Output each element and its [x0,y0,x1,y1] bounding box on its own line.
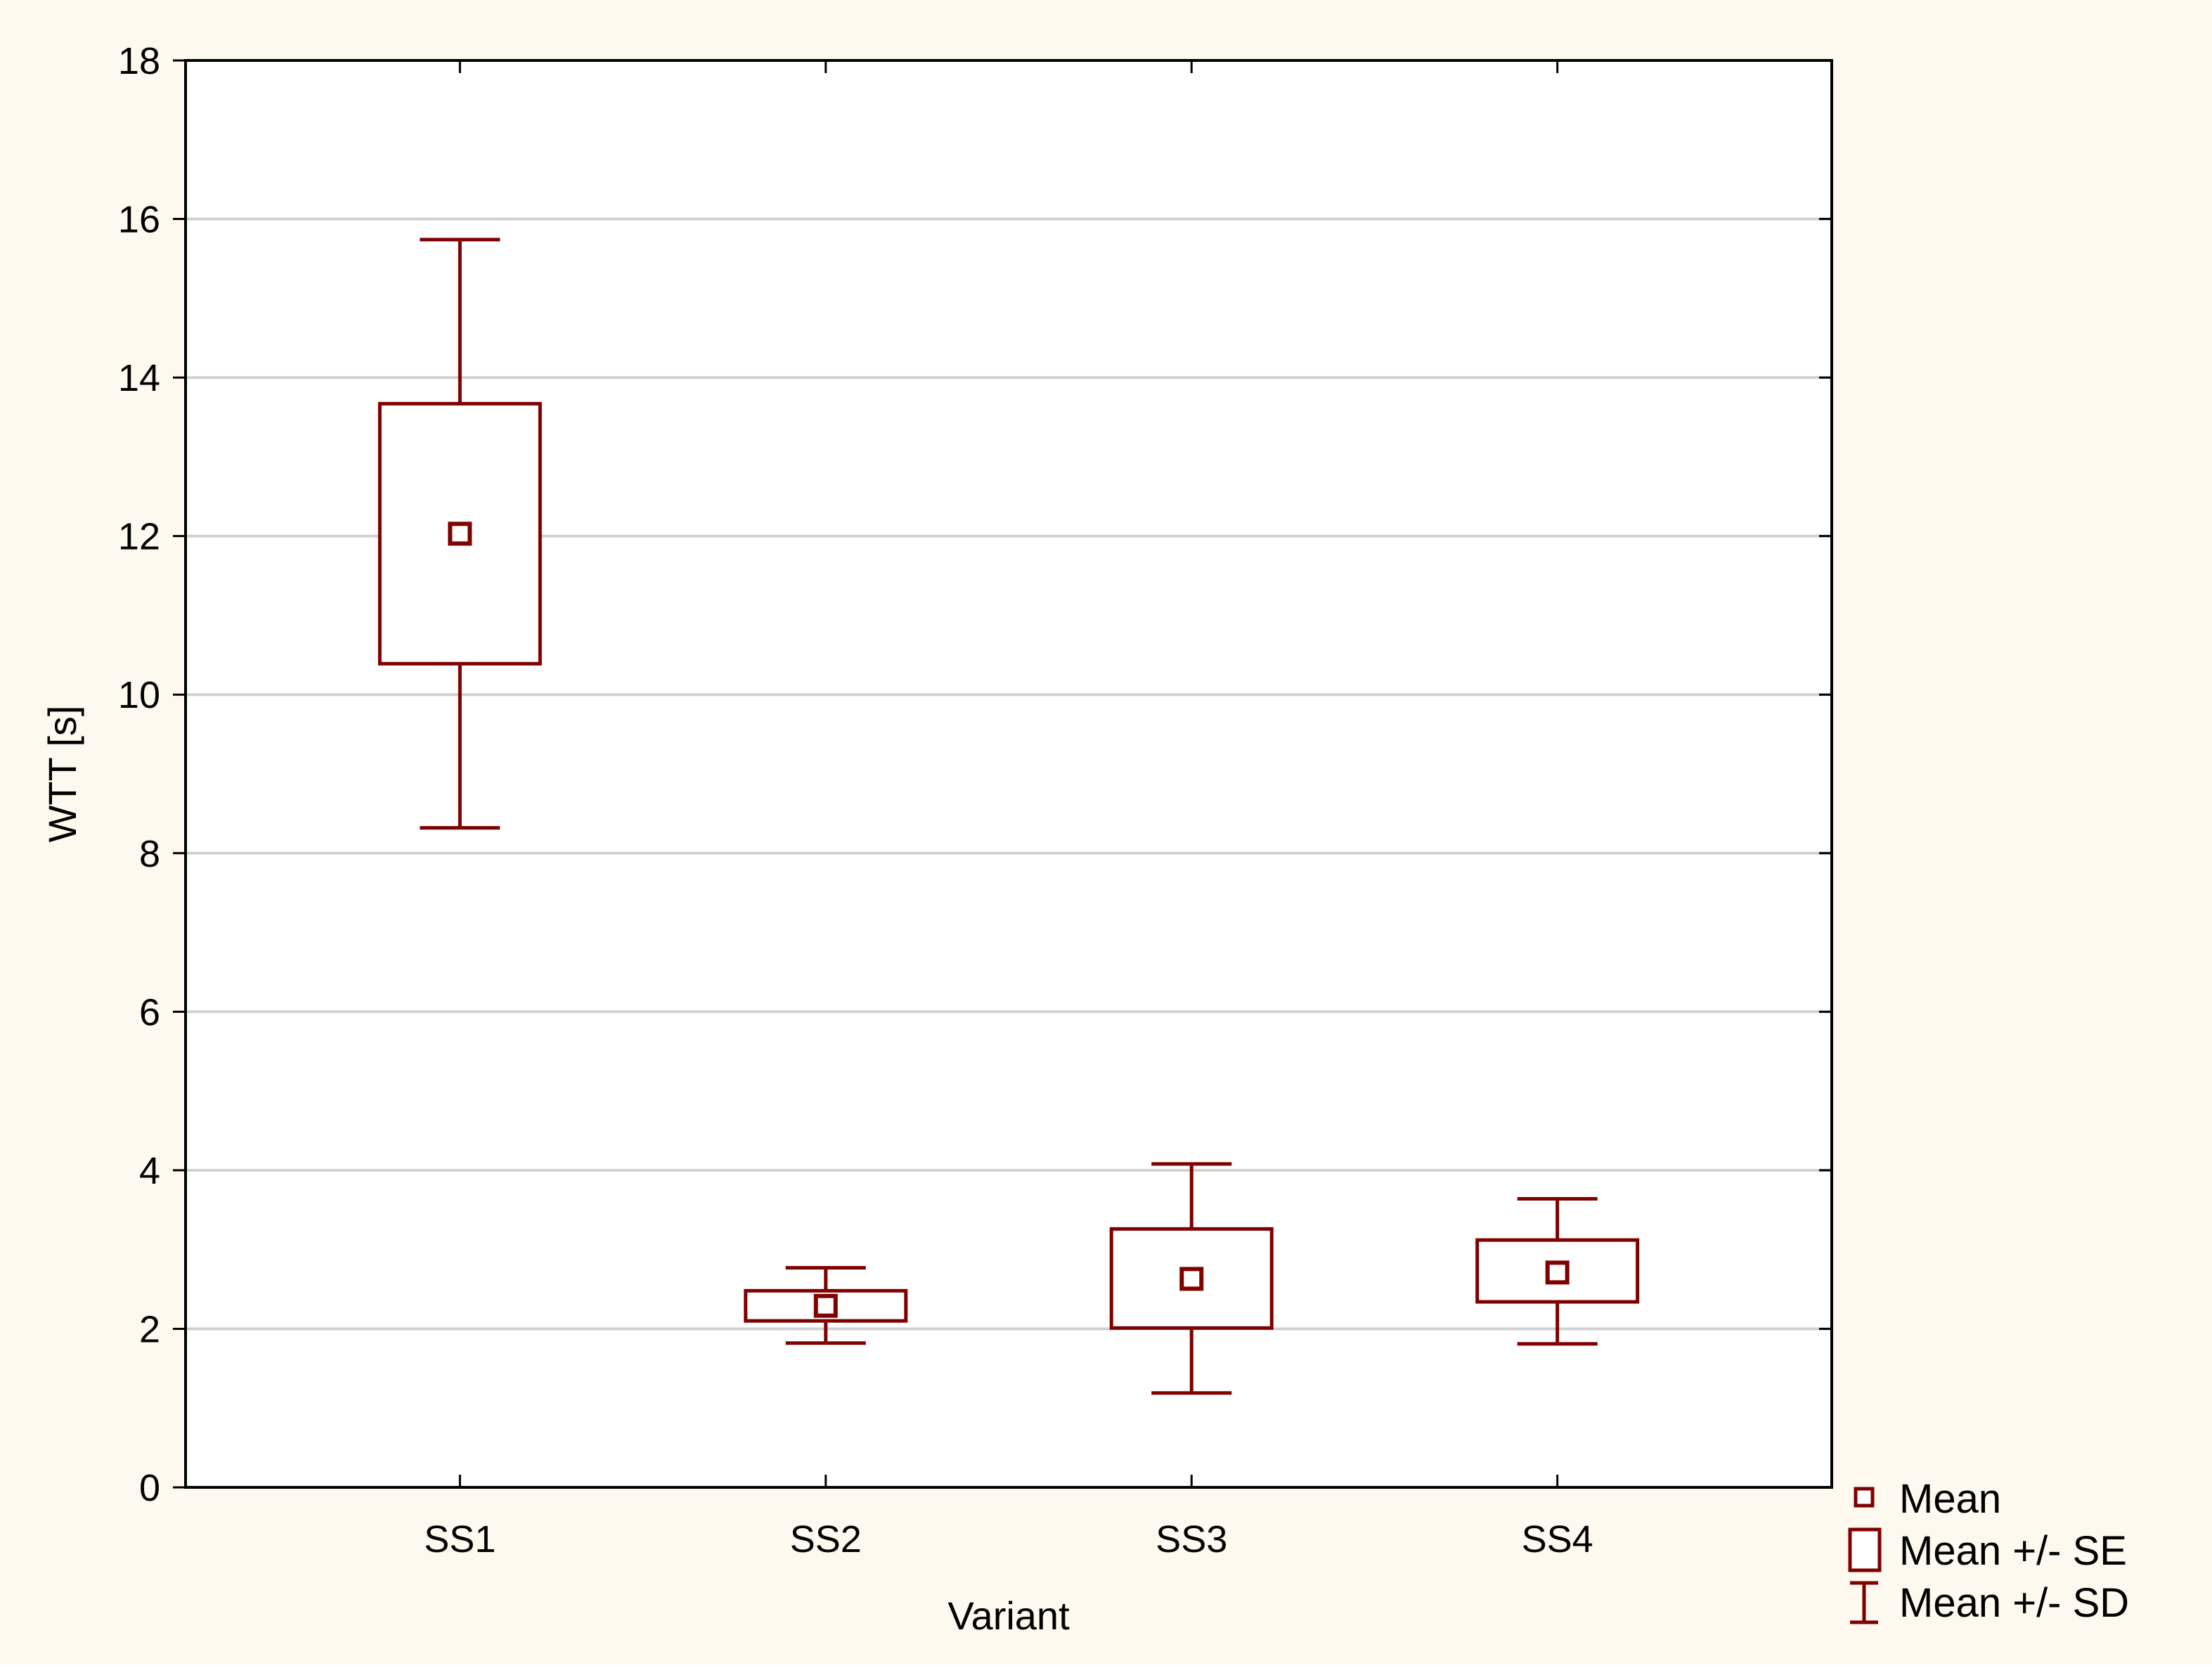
x-tick-label-ss3: SS3 [1156,1518,1227,1560]
legend-mean-symbol [1854,1487,1875,1508]
mean-marker-ss4 [1545,1260,1570,1285]
x-tick-label-ss4: SS4 [1522,1518,1593,1560]
x-axis-title: Variant [947,1593,1070,1638]
mean-marker-ss3 [1179,1267,1204,1291]
y-tick-label: 12 [118,516,160,558]
plot-frame [184,59,1833,1489]
axes: 0 2 4 6 8 10 12 14 16 18 SS1 SS2 SS3 SS4 [118,40,1833,1560]
y-tick-label: 14 [118,357,160,399]
legend-se-symbol [1848,1527,1882,1572]
y-tick-label: 0 [139,1467,160,1509]
y-axis-title: WTT [s] [40,706,84,843]
legend-label-mean: Mean [1899,1476,2001,1522]
x-tick-label-ss1: SS1 [424,1518,496,1560]
y-tick-label: 8 [139,833,160,875]
legend: Mean Mean +/- SE Mean +/- SD [1848,1476,2129,1626]
mean-marker-ss1 [448,522,472,546]
box-marks [377,238,1640,1395]
y-tick-label: 16 [118,199,160,241]
legend-label-se: Mean +/- SE [1899,1528,2127,1574]
y-tick-label: 2 [139,1308,160,1350]
y-tick-label: 18 [118,40,160,82]
y-tick-label: 6 [139,991,160,1033]
y-tick-label: 4 [139,1150,160,1192]
se-box-ss4 [1475,1238,1640,1304]
y-tick-label: 10 [118,674,160,716]
mean-marker-ss2 [813,1293,838,1318]
x-tick-label-ss2: SS2 [790,1518,862,1560]
legend-label-sd: Mean +/- SD [1899,1580,2129,1626]
